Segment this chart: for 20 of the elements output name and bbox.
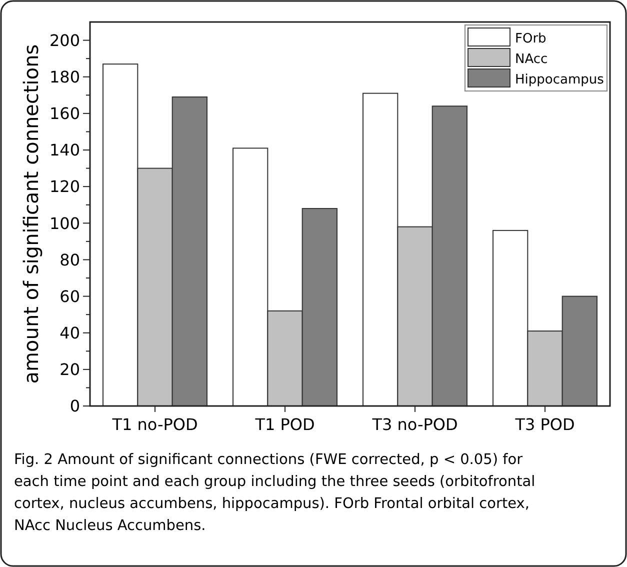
y-tick-label: 140 — [49, 140, 80, 160]
y-tick-label: 40 — [60, 323, 80, 342]
y-tick-label: 80 — [60, 250, 80, 270]
caption: Fig. 2 Amount of significant connections (FWE corrected, p < 0.05) for each time point and each group including the three seeds (orbitofrontal cortex, nucleus accumbens, hippocampus). FOrb Frontal orbital cortex, NAcc Nucleus Accumbens. — [14, 452, 536, 534]
legend-label: NAcc — [515, 52, 548, 68]
y-tick-label: 120 — [49, 177, 80, 196]
y-tick-label: 0 — [70, 396, 80, 416]
y-tick-label: 160 — [49, 104, 80, 124]
y-tick-label: 60 — [60, 286, 80, 306]
x-tick-label: T3 no-POD — [371, 415, 458, 434]
legend-label: FOrb — [515, 32, 546, 47]
x-tick-label: T1 POD — [254, 415, 315, 434]
y-axis-title: amount of significant connections — [19, 44, 43, 384]
y-tick-label: 200 — [49, 30, 80, 50]
y-tick-label: 100 — [49, 214, 80, 233]
legend-label: Hippocampus — [515, 72, 604, 88]
x-tick-label: T3 POD — [514, 415, 575, 434]
y-tick-label: 20 — [60, 360, 80, 380]
y-tick-label: 180 — [49, 67, 80, 86]
x-tick-label: T1 no-POD — [111, 415, 198, 434]
